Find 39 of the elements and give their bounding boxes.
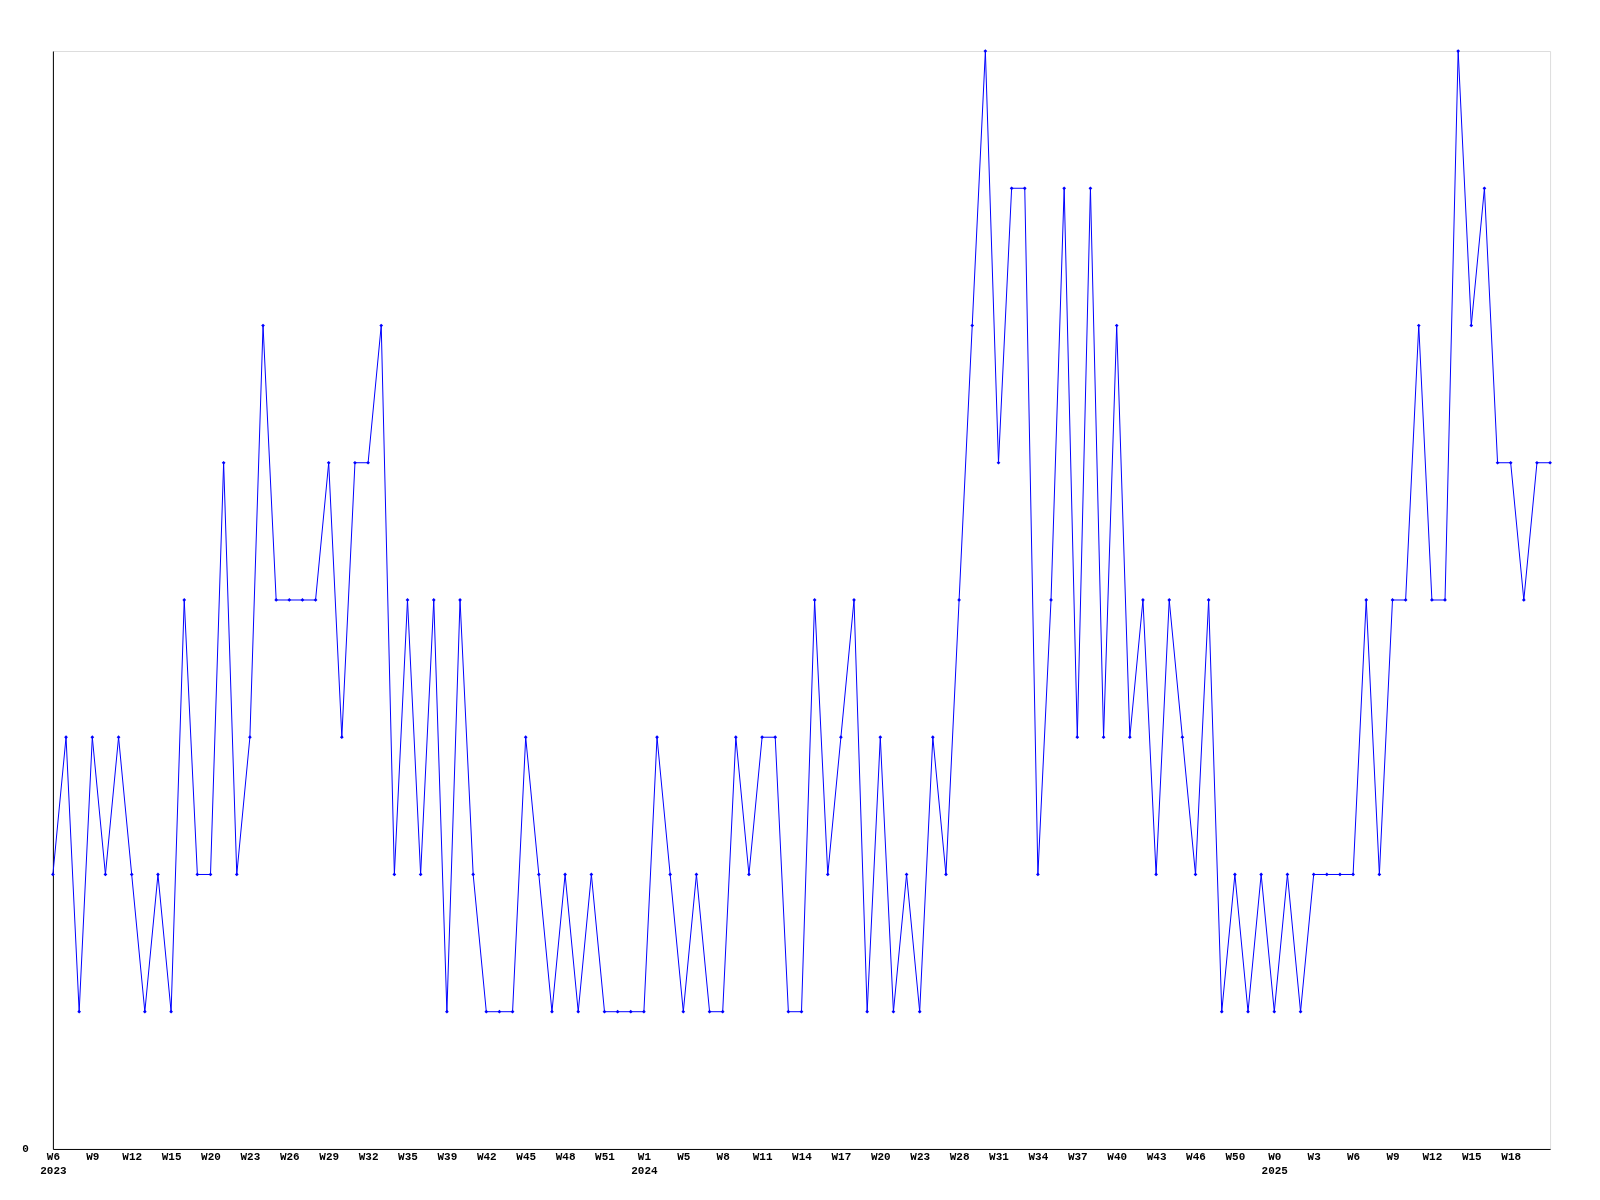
x-tick-label: W26 bbox=[279, 1151, 300, 1164]
x-tick-label: W46 bbox=[1186, 1151, 1206, 1164]
x-tick-label: W48 bbox=[555, 1151, 576, 1164]
x-tick-label: W18 bbox=[1501, 1151, 1522, 1164]
x-tick-label: W34 bbox=[1028, 1151, 1049, 1164]
x-tick-label: W39 bbox=[437, 1151, 458, 1164]
x-tick-label: W20 bbox=[201, 1151, 221, 1164]
x-tick-label: W40 bbox=[1107, 1151, 1128, 1164]
x-tick-label: W11 bbox=[752, 1151, 773, 1164]
x-tick-label: W45 bbox=[516, 1151, 537, 1164]
x-tick-label: W9 bbox=[1386, 1151, 1400, 1164]
x-tick-label: W15 bbox=[161, 1151, 182, 1164]
x-tick-label: W8 bbox=[716, 1151, 730, 1164]
x-tick-label: W31 bbox=[989, 1151, 1010, 1164]
x-tick-label: W50 bbox=[1225, 1151, 1246, 1164]
x-tick-label: W3 bbox=[1307, 1151, 1322, 1164]
x-tick-label: W6 2023 bbox=[40, 1151, 67, 1178]
x-tick-label: W14 bbox=[792, 1151, 813, 1164]
x-tick-label: W51 bbox=[595, 1151, 616, 1164]
text: 0 bbox=[22, 1142, 29, 1155]
x-tick-label: W43 bbox=[1146, 1151, 1167, 1164]
x-tick-label: W6 bbox=[1347, 1151, 1361, 1164]
x-tick-label: W15 bbox=[1461, 1151, 1483, 1164]
x-tick-label: W0 2025 bbox=[1261, 1151, 1289, 1178]
x-tick-label: W37 bbox=[1067, 1151, 1088, 1164]
x-tick-label: W20 bbox=[870, 1151, 891, 1164]
x-tick-label: W32 bbox=[358, 1151, 379, 1164]
x-tick-label: W35 bbox=[398, 1151, 419, 1164]
x-tick-label: W5 bbox=[677, 1151, 691, 1164]
x-tick-label: W17 bbox=[831, 1151, 852, 1164]
x-tick-label: W23 bbox=[910, 1151, 931, 1164]
x-tick-label: W12 bbox=[1422, 1151, 1443, 1164]
x-tick-label: W28 bbox=[949, 1151, 970, 1164]
x-tick-label: W12 bbox=[122, 1151, 143, 1164]
x-tick-label: W29 bbox=[319, 1151, 340, 1164]
x-tick-label: W1 2024 bbox=[631, 1151, 658, 1178]
x-tick-label: W9 bbox=[86, 1151, 100, 1164]
x-tick-label: W42 bbox=[476, 1151, 497, 1164]
x-tick-label: W23 bbox=[240, 1151, 261, 1164]
